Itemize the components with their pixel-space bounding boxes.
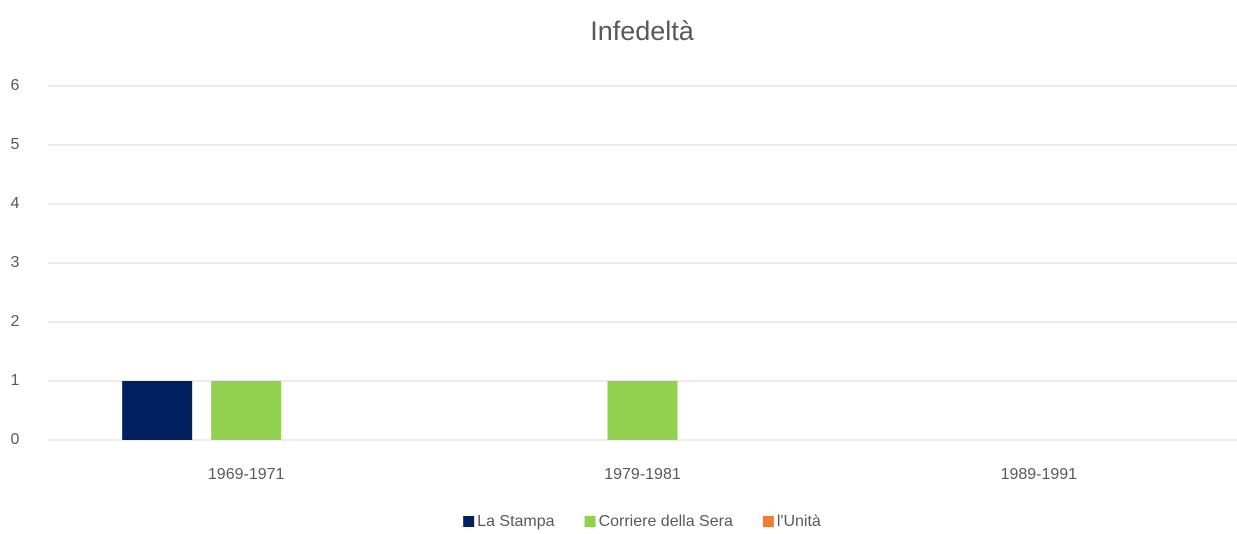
legend-label: l'Unità [777, 513, 821, 530]
y-tick-label: 2 [11, 313, 20, 330]
x-tick-label: 1989-1991 [1001, 466, 1078, 483]
x-tick-label: 1979-1981 [604, 466, 681, 483]
y-tick-label: 0 [11, 431, 20, 448]
legend-swatch [762, 516, 774, 527]
bar [211, 381, 282, 440]
x-tick-label: 1969-1971 [208, 466, 285, 483]
chart-title: Infedeltà [590, 16, 695, 46]
y-tick-label: 3 [11, 254, 20, 271]
legend-label: La Stampa [477, 513, 554, 530]
legend-swatch [584, 516, 596, 527]
y-tick-label: 1 [11, 372, 20, 389]
y-tick-label: 6 [11, 77, 20, 94]
y-tick-label: 4 [11, 195, 20, 212]
legend-swatch [463, 516, 475, 527]
legend-label: Corriere della Sera [599, 513, 733, 530]
bar [607, 381, 678, 440]
bar [122, 381, 193, 440]
y-tick-label: 5 [11, 136, 20, 153]
